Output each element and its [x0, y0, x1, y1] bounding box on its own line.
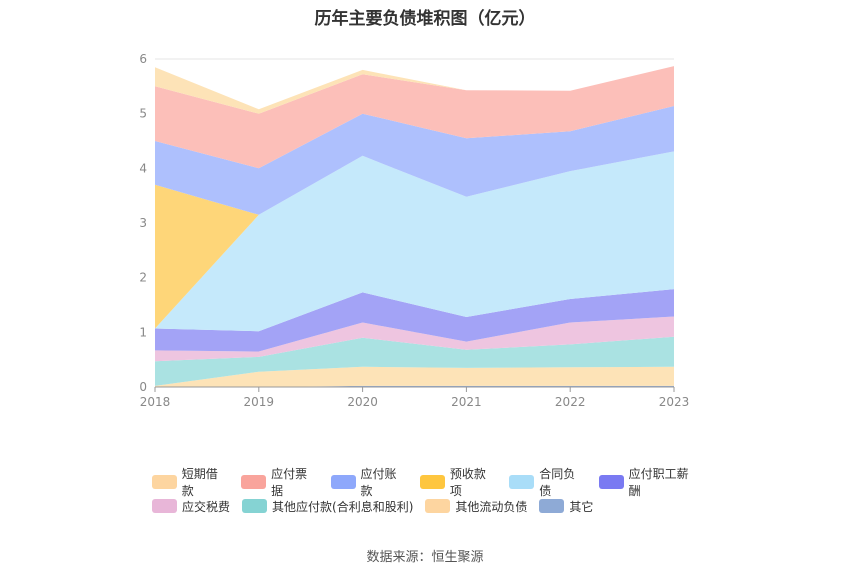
y-tick-label: 0 [139, 380, 147, 394]
legend-row: 短期借款 应付票据 应付账款 预收款项 合同负债 应付职工薪酬 [152, 467, 712, 498]
x-tick-label: 2022 [555, 395, 586, 409]
legend-item[interactable]: 其他流动负债 [425, 498, 527, 515]
x-tick-label: 2020 [347, 395, 378, 409]
x-tick-label: 2018 [140, 395, 171, 409]
legend-swatch [420, 475, 445, 489]
legend-row: 应交税费 其他应付款(合利息和股利) 其他流动负债 其它 [152, 494, 712, 518]
y-tick-label: 5 [139, 107, 147, 121]
chart-title: 历年主要负债堆积图（亿元） [314, 9, 536, 29]
legend-swatch [330, 475, 356, 489]
area-series [155, 66, 674, 387]
legend-swatch [539, 499, 565, 513]
legend-label: 合同负债 [539, 467, 576, 498]
legend-label: 短期借款 [181, 467, 218, 498]
legend: 短期借款 应付票据 应付账款 预收款项 合同负债 应付职工薪酬 应交税费 其他应付款(合利息… [152, 467, 712, 518]
legend-swatch [509, 475, 535, 489]
area-series-应付票据 [155, 66, 674, 169]
legend-label: 其他流动负债 [455, 499, 528, 514]
area-series-短期借款 [155, 66, 674, 114]
x-tick-label: 2023 [659, 395, 690, 409]
y-tick-label: 6 [139, 52, 147, 66]
legend-swatch [152, 499, 177, 513]
area-series-应交税费 [155, 316, 674, 362]
legend-label: 其它 [569, 499, 594, 514]
legend-item[interactable]: 其他应付款(合利息和股利) [242, 498, 413, 515]
y-tick-label: 4 [139, 161, 147, 175]
x-tick-label: 2019 [244, 395, 275, 409]
legend-item[interactable]: 应付票据 [241, 465, 318, 499]
area-series-合同负债 [155, 151, 674, 332]
legend-item[interactable]: 预收款项 [420, 465, 497, 499]
legend-swatch [242, 499, 268, 513]
area-series-应付账款 [155, 106, 674, 215]
area-series-其他流动负债 [155, 366, 674, 387]
legend-item[interactable]: 其它 [539, 498, 593, 515]
y-tick-label: 3 [139, 216, 147, 230]
legend-item[interactable]: 合同负债 [509, 465, 586, 499]
legend-swatch [598, 475, 624, 489]
area-series-其他应付款(合利息和股利) [155, 336, 674, 386]
x-tick-label: 2021 [451, 395, 482, 409]
legend-item[interactable]: 短期借款 [152, 465, 229, 499]
legend-label: 其他应付款(合利息和股利) [272, 499, 414, 514]
legend-swatch [425, 499, 451, 513]
legend-swatch [152, 475, 177, 489]
axes: 0 1 2 3 4 5 6 2018 2019 2020 2021 2022 2023 [139, 52, 689, 409]
legend-label: 应付账款 [360, 467, 397, 498]
legend-label: 应交税费 [182, 499, 231, 514]
legend-item[interactable]: 应付职工薪酬 [598, 465, 700, 499]
legend-label: 预收款项 [449, 467, 486, 498]
legend-item[interactable]: 应付账款 [330, 465, 408, 499]
data-source: 数据来源：恒生聚源 [366, 550, 484, 565]
y-tick-label: 1 [139, 325, 147, 339]
area-series-应付职工薪酬 [155, 289, 674, 352]
legend-item[interactable]: 应交税费 [152, 498, 230, 515]
legend-label: 应付职工薪酬 [628, 467, 689, 498]
legend-label: 应付票据 [271, 467, 308, 498]
y-tick-label: 2 [139, 271, 147, 285]
legend-swatch [241, 475, 267, 489]
